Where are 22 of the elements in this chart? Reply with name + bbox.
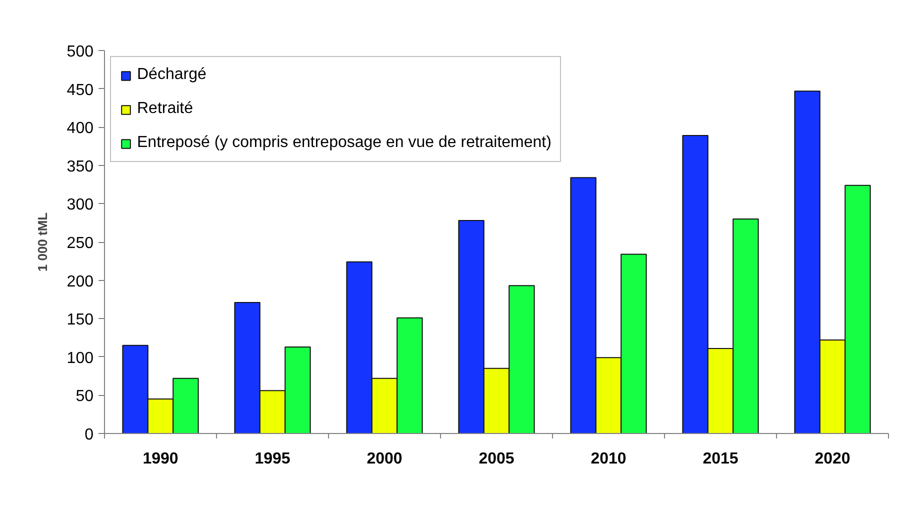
y-tick-label: 400 <box>66 120 94 138</box>
legend-label: Entreposé (y compris entreposage en vue de retraitement) <box>137 134 552 152</box>
x-tick-label: 2020 <box>814 450 850 468</box>
y-tick-label: 350 <box>66 158 94 176</box>
x-tick-label: 1995 <box>254 450 290 468</box>
y-tick-label: 250 <box>66 235 94 252</box>
legend-label: Déchargé <box>137 66 206 84</box>
y-tick-label: 500 <box>66 44 94 60</box>
y-tick-label: 0 <box>84 426 94 444</box>
legend-label: Retraité <box>137 100 194 118</box>
y-tick-label: 50 <box>76 388 94 406</box>
x-tick-label: 2010 <box>590 450 626 468</box>
y-tick-label: 450 <box>66 82 94 99</box>
x-tick-label: 1990 <box>142 450 178 468</box>
y-tick-label: 150 <box>66 312 94 329</box>
y-tick-label: 300 <box>66 196 94 214</box>
x-tick-label: 2000 <box>366 450 402 468</box>
x-tick-label: 2015 <box>702 450 738 468</box>
y-axis-title: 1 000 tML <box>34 212 50 272</box>
y-tick-label: 100 <box>66 350 94 367</box>
x-tick-label: 2005 <box>478 450 514 468</box>
y-tick-label: 200 <box>66 273 94 290</box>
